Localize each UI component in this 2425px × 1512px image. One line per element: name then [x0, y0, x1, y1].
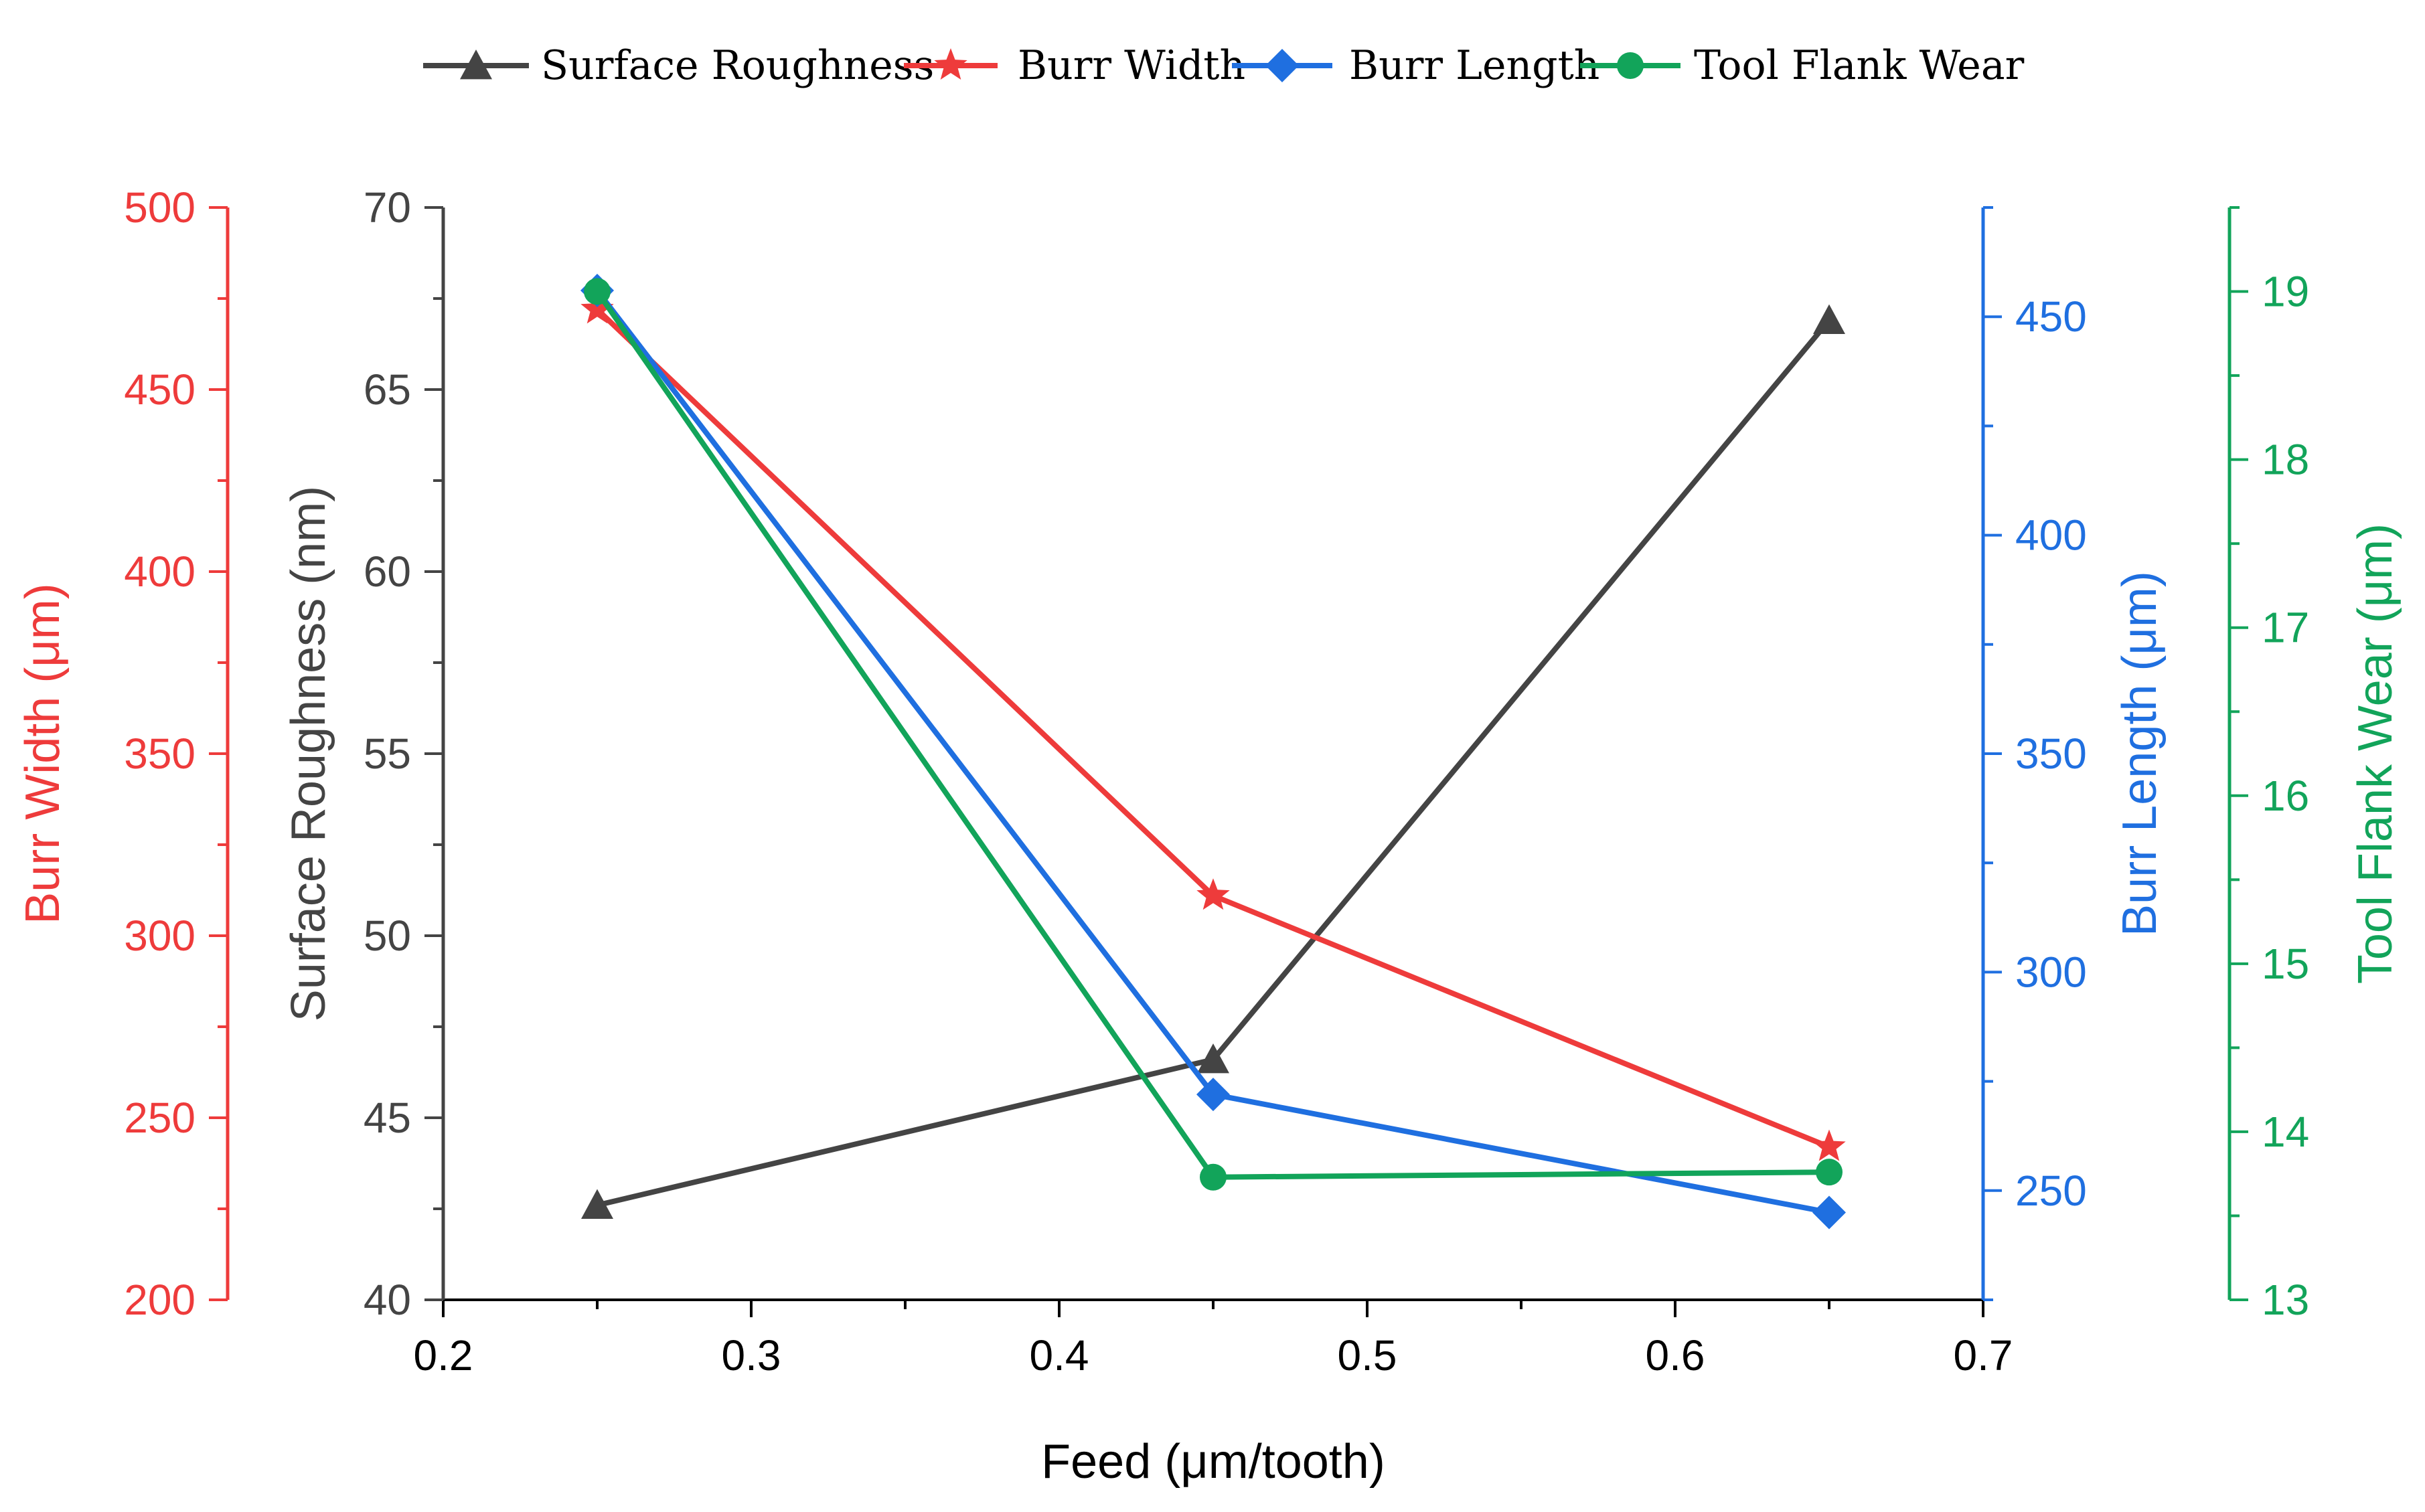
y-tick-label-3: 19	[2262, 268, 2309, 316]
data-point-burr-length	[1196, 1078, 1230, 1112]
y-tick-label-3: 14	[2262, 1108, 2309, 1156]
x-tick-label: 0.5	[1338, 1331, 1397, 1379]
legend-label-0: Surface Roughness	[541, 42, 934, 89]
y-tick-label-2: 400	[2015, 511, 2087, 560]
y-tick-label-2: 250	[2015, 1167, 2087, 1215]
y-axis-title-1: Burr Width (μm)	[16, 583, 70, 924]
y-tick-label-1: 250	[124, 1094, 195, 1142]
legend-marker-2	[1265, 49, 1299, 82]
data-point-tool-flank-wear	[1816, 1159, 1843, 1186]
data-point-burr-length	[1812, 1195, 1846, 1230]
legend-label-1: Burr Width	[1018, 42, 1245, 89]
y-tick-label-2: 450	[2015, 292, 2087, 341]
y-tick-label-1: 400	[124, 548, 195, 596]
y-tick-label-1: 200	[124, 1276, 195, 1324]
y-tick-label-1: 500	[124, 183, 195, 232]
data-point-burr-width	[1196, 878, 1230, 910]
y-tick-label-0: 70	[364, 183, 411, 232]
x-tick-label: 0.6	[1646, 1331, 1705, 1379]
legend-marker-3	[1617, 52, 1644, 79]
data-point-tool-flank-wear	[584, 278, 611, 305]
y-tick-label-0: 50	[364, 912, 411, 960]
data-point-burr-width	[1812, 1129, 1846, 1161]
x-tick-label: 0.4	[1030, 1331, 1089, 1379]
y-tick-label-2: 300	[2015, 948, 2087, 996]
y-tick-label-1: 450	[124, 365, 195, 414]
y-tick-label-0: 65	[364, 365, 411, 414]
x-tick-label: 0.3	[722, 1331, 781, 1379]
legend-marker-1	[934, 48, 967, 80]
data-point-tool-flank-wear	[1200, 1163, 1227, 1191]
legend-label-3: Tool Flank Wear	[1694, 42, 2025, 89]
data-point-burr-width	[580, 292, 614, 324]
y-tick-label-0: 55	[364, 730, 411, 778]
y-tick-label-2: 350	[2015, 730, 2087, 778]
y-tick-label-3: 13	[2262, 1276, 2309, 1324]
y-axis-title-2: Burr Length (μm)	[2113, 571, 2167, 936]
x-tick-label: 0.2	[414, 1331, 473, 1379]
series-line-burr-width	[595, 307, 1830, 1150]
data-point-surface-roughness	[1197, 1043, 1229, 1074]
data-point-surface-roughness	[1813, 304, 1845, 335]
y-axis-title-0: Surface Roughness (nm)	[282, 486, 335, 1021]
y-tick-label-3: 17	[2262, 604, 2309, 652]
y-tick-label-3: 16	[2262, 772, 2309, 820]
data-point-surface-roughness	[581, 1189, 613, 1219]
y-tick-label-1: 300	[124, 912, 195, 960]
y-tick-label-3: 18	[2262, 436, 2309, 484]
legend-marker-0	[460, 50, 492, 80]
y-tick-label-0: 60	[364, 548, 411, 596]
y-axis-title-3: Tool Flank Wear (μm)	[2349, 523, 2402, 984]
legend-label-2: Burr Length	[1349, 42, 1599, 89]
x-tick-label: 0.7	[1954, 1331, 2013, 1379]
y-tick-label-0: 45	[364, 1094, 411, 1142]
x-axis-title: Feed (μm/tooth)	[1041, 1435, 1385, 1489]
y-tick-label-1: 350	[124, 730, 195, 778]
y-tick-label-0: 40	[364, 1276, 411, 1324]
y-tick-label-3: 15	[2262, 940, 2309, 988]
